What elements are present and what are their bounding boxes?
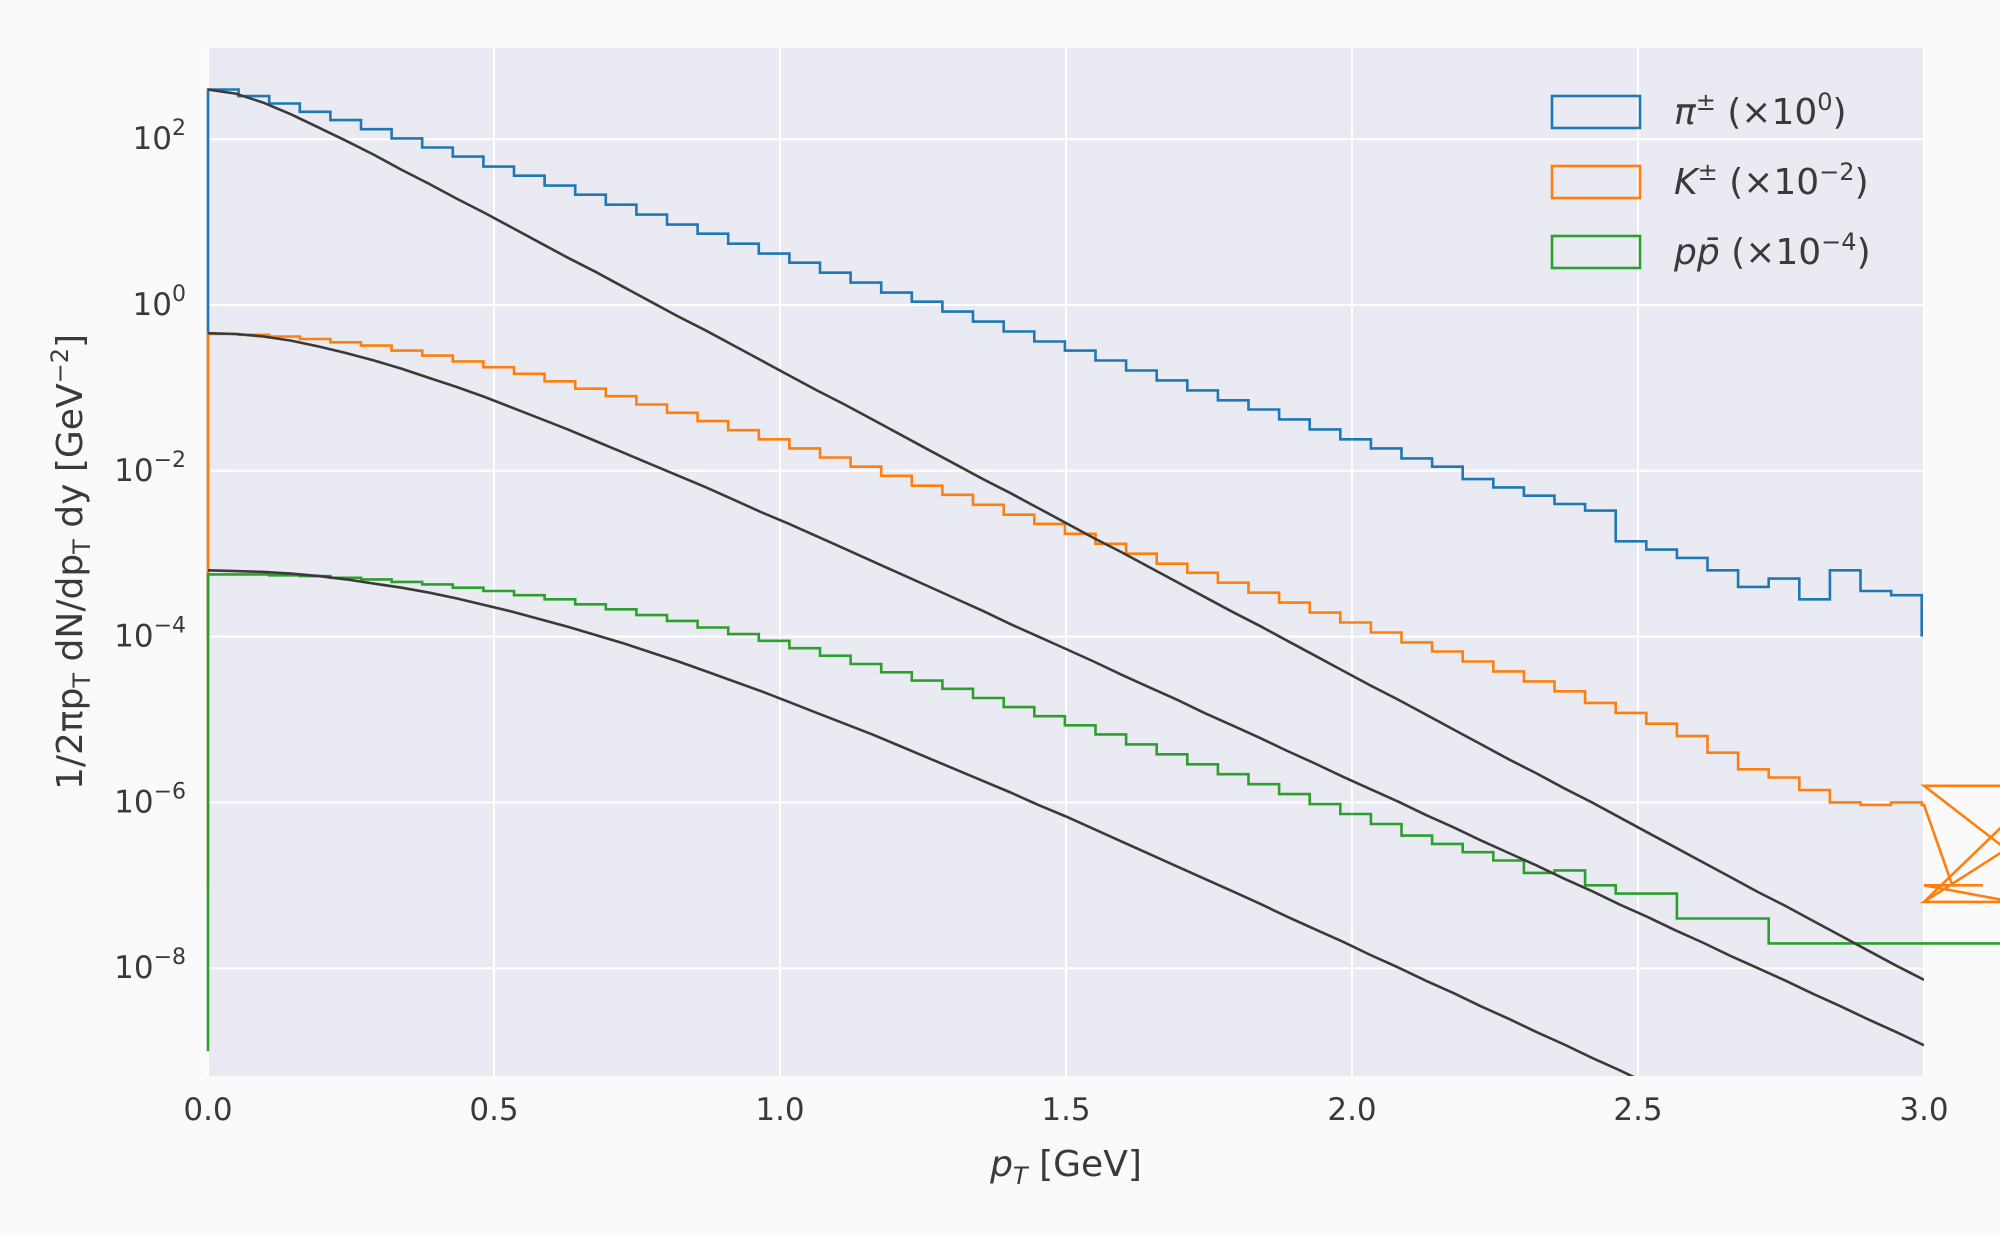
fit-layer: [208, 88, 1924, 1076]
y-tick-label-0: 102: [133, 116, 186, 157]
legend-label-2: pp̄ (×10−4): [1673, 228, 1871, 273]
y-tick-label-5: 10−8: [114, 945, 186, 986]
y-axis-label: 1/2πpT dN/dpT dy [GeV−2]: [46, 334, 96, 790]
x-tick-label-1: 0.5: [469, 1092, 518, 1128]
legend-swatch-1: [1550, 164, 1642, 200]
series-step-2: [206, 573, 2000, 1052]
fit-curve-1: [208, 331, 1924, 1047]
x-tick-labels: 0.0 0.5 1.0 1.5 2.0 2.5 3.0: [183, 1092, 1948, 1128]
y-axis-label-group: 1/2πpT dN/dpT dy [GeV−2]: [46, 334, 96, 790]
legend-swatch-2: [1550, 234, 1642, 270]
x-axis-label: pT [GeV]: [989, 1144, 1142, 1190]
x-tick-label-2: 1.0: [755, 1092, 804, 1128]
x-axis-label-text: pT [GeV]: [989, 1144, 1142, 1190]
x-tick-label-4: 2.0: [1327, 1092, 1376, 1128]
legend-label-0: π± (×100): [1674, 88, 1847, 133]
fit-curve-0: [208, 88, 1924, 981]
series-step-0: [206, 88, 1923, 637]
legend: π± (×100) K± (×10−2) pp̄ (×10−4): [1550, 88, 1871, 273]
y-tick-label-1: 100: [133, 282, 186, 323]
x-tick-label-6: 3.0: [1899, 1092, 1948, 1128]
fit-curve-2: [208, 569, 1635, 1076]
y-axis-label-text: 1/2πpT dN/dpT dy [GeV−2]: [46, 334, 96, 790]
series-layer: [206, 88, 2000, 1052]
y-tick-label-4: 10−6: [114, 779, 186, 820]
y-tick-label-3: 10−4: [114, 614, 186, 655]
legend-swatch-0: [1550, 94, 1642, 130]
y-tick-label-2: 10−2: [114, 448, 186, 489]
x-tick-label-0: 0.0: [183, 1092, 232, 1128]
series-step-1: [206, 332, 2000, 904]
legend-label-1: K± (×10−2): [1674, 158, 1869, 203]
y-tick-labels: 102 100 10−2 10−4 10−6 10−8: [114, 116, 186, 986]
grid-layer: [207, 48, 1925, 1076]
x-tick-label-3: 1.5: [1041, 1092, 1090, 1128]
x-tick-label-5: 2.5: [1613, 1092, 1662, 1128]
